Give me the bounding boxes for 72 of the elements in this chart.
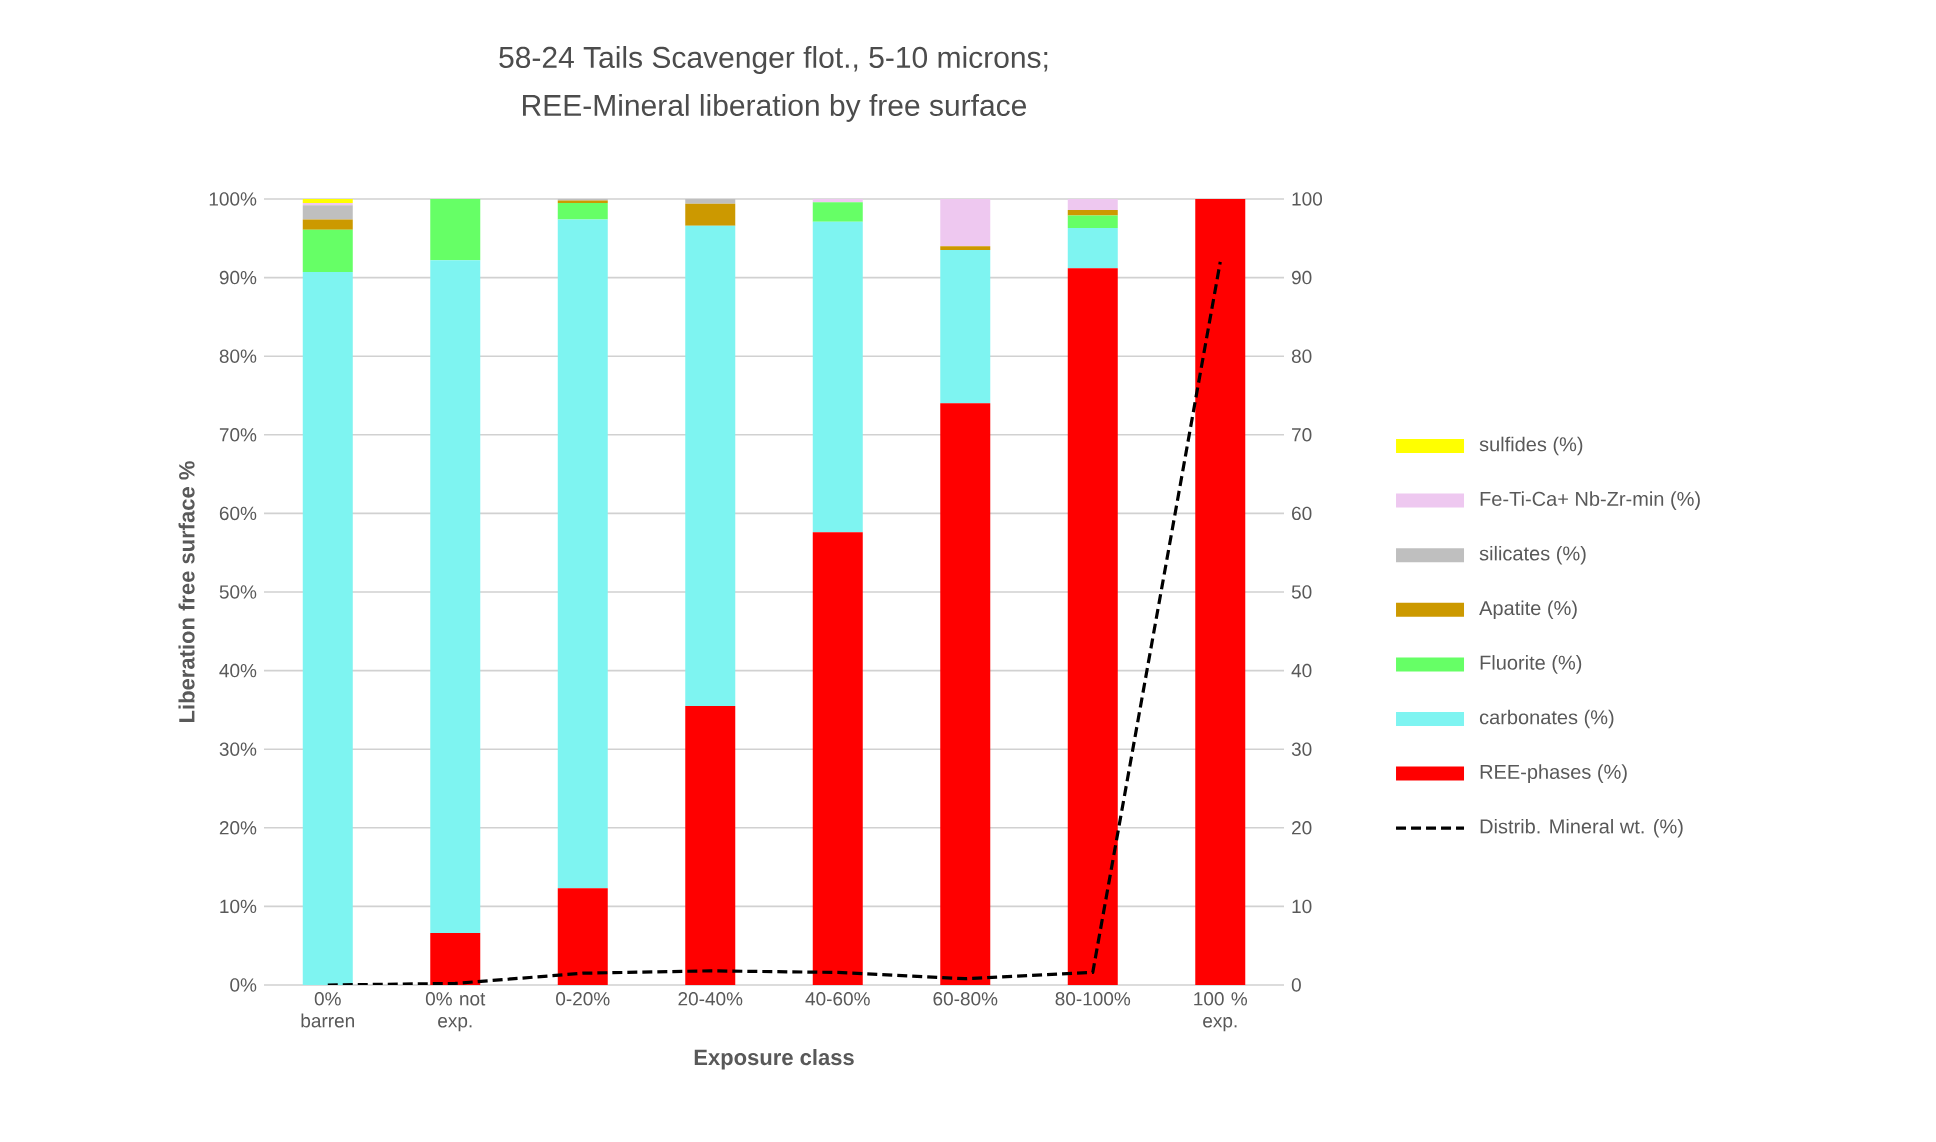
y-tick-label: 90% [219,270,257,285]
y-tick-label: 40% [219,663,257,678]
bar [940,198,991,247]
legend-label: Fluorite (%) [1480,655,1582,674]
y-tick-label: 10% [220,899,257,914]
bar [812,221,863,533]
legend-label: Apatite (%) [1479,600,1577,620]
y2-tick-label: 70 [1292,428,1312,442]
legend-label: Fe-Ti-Ca+ Nb-Zr-min (%) [1480,491,1700,510]
legend-label: REE-phases (%) [1480,764,1627,783]
bar [940,246,991,251]
y-tick-label: 30% [219,742,257,756]
bar [812,198,863,203]
bar [1067,210,1118,216]
y2-tick-label: 30 [1291,742,1312,756]
y-axis-title: Liberation free surface % [178,461,195,722]
x-tick-label: 60-80% [933,992,998,1006]
bar [1067,215,1118,229]
y2-tick-label: 100 [1292,192,1323,206]
y-tick-label: 20% [219,821,257,835]
bar [302,229,353,273]
chart-title: 58-24 Tails Scavenger flot., 5-10 microns; [499,46,1048,74]
bar [685,225,736,706]
chart-subtitle: REE-Mineral liberation by free surface [523,94,1027,122]
bar [302,198,353,203]
bar [1195,198,1246,985]
bar [812,532,863,985]
y2-tick-label: 0 [1291,978,1301,992]
y2-tick-label: 60 [1292,506,1312,521]
bar [812,202,863,222]
bar [557,219,608,889]
bar [1067,198,1118,210]
bar [685,705,736,985]
y-tick-label: 0% [230,978,257,992]
y2-tick-label: 90 [1291,270,1312,285]
bar [557,202,608,220]
legend-label: carbonates (%) [1479,709,1614,729]
y-tick-label: 50% [219,585,257,599]
bar [940,403,991,985]
y-tick-label: 60% [219,506,257,521]
line-series [326,260,1222,985]
y2-tick-label: 20 [1292,821,1312,835]
x-axis-title: Exposure class [694,1049,854,1070]
bar [430,933,481,985]
legend-label: silicates (%) [1479,545,1586,565]
bar [685,198,736,204]
y2-tick-label: 80 [1291,349,1312,363]
y2-tick-label: 10 [1292,899,1312,914]
bar [685,203,736,226]
x-tick-label: 0% barren [301,992,354,1028]
bar [430,198,481,261]
bar [302,272,353,985]
y-tick-label: 100% [209,192,257,206]
bar [557,888,608,985]
x-tick-label: 20-40% [678,992,743,1006]
bar [1067,228,1118,269]
legend-label: Distrib. Mineral wt. (%) [1480,818,1683,838]
y-tick-label: 70% [219,428,257,442]
x-tick-label: 40-60% [805,992,870,1006]
bar [302,219,353,230]
bar [302,205,353,220]
x-tick-label: 100 % exp. [1194,992,1248,1032]
x-tick-label: 80-100% [1055,992,1131,1006]
x-tick-label: 0% not exp. [425,992,486,1032]
x-tick-label: 0-20% [556,992,610,1006]
y2-tick-label: 50 [1291,585,1312,599]
y-tick-label: 80% [219,349,257,363]
bar [430,260,481,934]
legend-label: sulfides (%) [1479,436,1583,456]
bar [1067,268,1118,985]
bar [940,250,991,404]
y2-tick-label: 40 [1291,663,1312,678]
